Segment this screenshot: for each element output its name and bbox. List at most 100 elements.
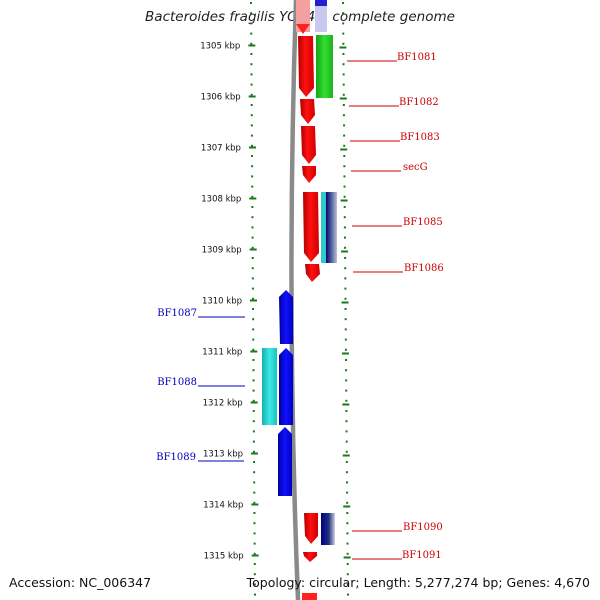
gene-label[interactable]: BF1091: [402, 550, 442, 561]
ring-tick: [346, 573, 349, 576]
kbp-tick-label: 1313 kbp: [203, 450, 243, 460]
gene-feature: [296, 24, 310, 34]
ring-tick: [344, 287, 347, 290]
gene-label[interactable]: BF1083: [400, 132, 440, 143]
ring-tick: [252, 430, 255, 433]
ring-tick: [253, 573, 256, 576]
ring-tick: [342, 73, 345, 76]
accession-text: Accession: NC_006347: [9, 575, 152, 590]
ring-tick: [253, 501, 256, 504]
ring-tick: [252, 399, 255, 402]
ring-tick: [251, 297, 254, 300]
gene-label[interactable]: BF1090: [403, 522, 443, 533]
kbp-tick-label: 1312 kbp: [203, 399, 243, 409]
gene-label[interactable]: BF1082: [399, 97, 439, 108]
ring-tick: [252, 308, 255, 310]
ring-tick: [251, 246, 254, 249]
gene-feature: [301, 126, 316, 164]
ring-tick: [342, 2, 345, 4]
gene-label[interactable]: secG: [403, 162, 428, 173]
gene-label[interactable]: BF1085: [403, 217, 443, 228]
ring-tick: [346, 552, 349, 555]
gene-feature: [315, 0, 327, 32]
ring-tick: [250, 22, 253, 25]
gene-feature: [300, 99, 315, 124]
ring-tick: [346, 532, 349, 535]
ring-tick: [250, 32, 253, 35]
ring-tick: [253, 583, 256, 586]
ring-tick: [250, 73, 253, 76]
ring-tick: [344, 257, 347, 259]
kbp-tick-label: 1306 kbp: [201, 93, 241, 103]
ring-tick: [253, 461, 256, 463]
ring-tick: [343, 195, 346, 198]
ring-tick: [251, 277, 254, 280]
gene-feature: [321, 192, 337, 263]
gene-feature: [262, 348, 277, 425]
ring-tick: [252, 318, 255, 321]
kbp-tick-label: 1307 kbp: [201, 144, 241, 154]
ring-tick: [344, 359, 347, 361]
ring-tick: [253, 522, 256, 525]
ring-tick: [345, 410, 348, 412]
ring-tick: [345, 369, 348, 372]
tick-labels: 1305 kbp 1306 kbp 1307 kbp 1308 kbp 1309 kbp…: [200, 42, 351, 562]
ring-tick: [344, 328, 347, 331]
ring-tick: [343, 144, 346, 147]
gene-feature: [304, 513, 318, 544]
ring-tick: [253, 593, 256, 596]
ring-tick: [345, 461, 348, 463]
ring-tick: [343, 175, 346, 178]
ring-tick: [344, 277, 347, 280]
ring-tick: [252, 379, 255, 382]
gene-label[interactable]: BF1087: [157, 308, 197, 319]
ring-tick: [346, 501, 349, 504]
ring-tick: [251, 236, 254, 239]
ring-tick: [342, 104, 345, 106]
ring-tick: [250, 53, 253, 55]
ring-tick: [251, 206, 254, 208]
ring-tick: [346, 563, 349, 565]
ring-tick: [343, 165, 346, 168]
ring-tick: [252, 410, 255, 412]
ring-tick: [345, 420, 348, 423]
ring-tick: [252, 348, 255, 351]
gene-feature: [298, 36, 314, 97]
ring-tick: [251, 165, 254, 168]
kbp-tick-label: 1310 kbp: [202, 297, 242, 307]
ring-tick: [251, 155, 254, 157]
kbp-tick-label: 1314 kbp: [203, 501, 243, 511]
gene-label[interactable]: BF1088: [157, 377, 197, 388]
ring-tick: [346, 522, 349, 525]
ring-tick: [346, 491, 349, 494]
ring-tick: [346, 512, 349, 514]
ring-tick: [342, 32, 345, 35]
ring-tick: [343, 216, 346, 219]
ring-tick: [344, 297, 347, 300]
gene-label[interactable]: BF1081: [397, 52, 437, 63]
ring-tick: [252, 328, 255, 331]
ring-tick: [250, 114, 253, 117]
ring-tick: [253, 491, 256, 494]
ring-tick: [342, 53, 345, 55]
ring-tick: [250, 2, 253, 4]
gene-feature: [302, 593, 317, 600]
ring-tick: [343, 206, 346, 208]
kbp-tick-label: 1309 kbp: [202, 246, 242, 256]
ring-tick: [342, 63, 345, 66]
ring-tick: [343, 226, 346, 229]
ring-tick: [345, 440, 348, 443]
gene-feature: [315, 0, 327, 6]
gene-label[interactable]: BF1086: [404, 263, 444, 274]
ring-tick: [251, 267, 254, 270]
ring-tick: [344, 246, 347, 249]
ring-tick: [343, 236, 346, 239]
gene-feature: [278, 427, 292, 496]
gene-feature: [321, 513, 335, 545]
gene-label[interactable]: BF1089: [156, 452, 196, 463]
ring-tick: [343, 155, 346, 157]
ring-tick: [342, 12, 345, 15]
gene-feature: [316, 35, 333, 98]
kbp-tick-label: 1305 kbp: [200, 42, 240, 52]
ring-tick: [250, 83, 253, 86]
